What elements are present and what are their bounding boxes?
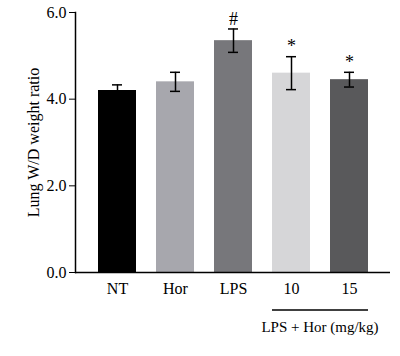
svg-text:10: 10 xyxy=(284,280,300,297)
svg-text:2.0: 2.0 xyxy=(47,177,67,194)
svg-text:#: # xyxy=(229,9,238,29)
svg-text:4.0: 4.0 xyxy=(47,90,67,107)
svg-text:15: 15 xyxy=(342,280,358,297)
svg-text:0.0: 0.0 xyxy=(47,264,67,281)
svg-text:Hor: Hor xyxy=(163,280,189,297)
svg-text:*: * xyxy=(287,36,296,56)
svg-text:LPS + Hor (mg/kg): LPS + Hor (mg/kg) xyxy=(261,319,378,336)
svg-text:NT: NT xyxy=(107,280,129,297)
svg-text:Lung W/D weight ratio: Lung W/D weight ratio xyxy=(25,68,43,217)
svg-text:*: * xyxy=(345,52,354,72)
svg-text:6.0: 6.0 xyxy=(47,4,67,21)
svg-text:LPS: LPS xyxy=(220,280,248,297)
